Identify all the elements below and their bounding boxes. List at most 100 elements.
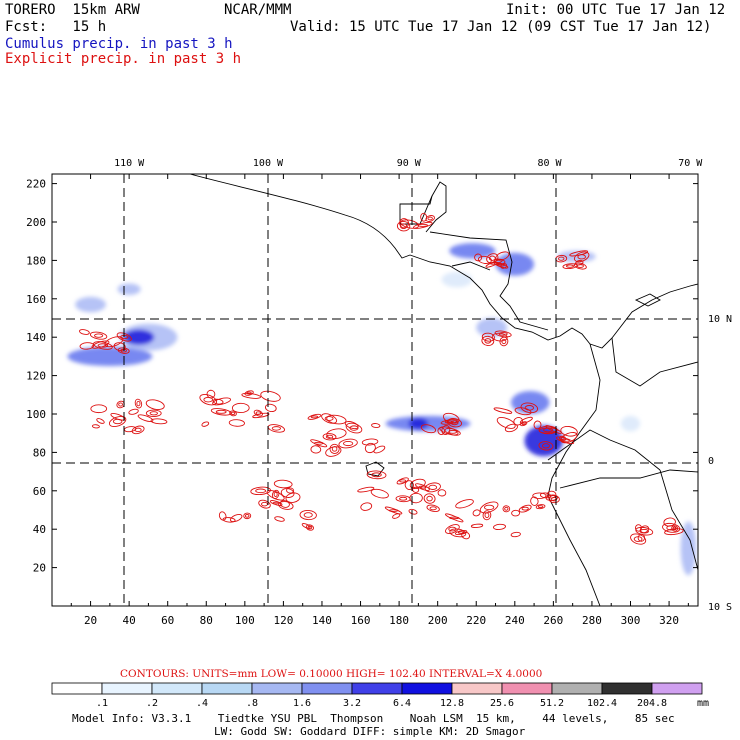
explicit-cluster-15 — [396, 212, 435, 232]
plot-background — [52, 174, 698, 606]
explicit-cluster-0 — [79, 329, 132, 354]
cumulus-area-2 — [123, 329, 155, 345]
y-tick-label: 160 — [26, 293, 46, 306]
explicit-cluster-7 — [518, 490, 560, 513]
longitude-label: 70 W — [678, 158, 703, 169]
cumulus-area-11 — [441, 271, 473, 288]
axis-labels: 20 40 60 80 100 120 140 160 180 200 220 240 260 280 30… — [26, 158, 732, 627]
cumulus-area-14 — [620, 415, 641, 432]
latitude-label: 10 N — [708, 314, 732, 325]
cumulus-area-4 — [117, 283, 141, 295]
coastline-mexico — [189, 174, 411, 259]
y-tick-label: 200 — [26, 216, 46, 229]
colorbar-swatch — [501, 682, 553, 695]
explicit-cluster-8 — [218, 479, 317, 531]
coastline-south-america-west — [547, 343, 601, 606]
x-tick-label: 220 — [466, 614, 486, 627]
explicit-cluster-1 — [90, 398, 168, 435]
y-tick-label: 180 — [26, 254, 46, 267]
island-caribbean — [634, 293, 661, 307]
coastline-caribbean — [429, 231, 549, 331]
x-tick-label: 80 — [200, 614, 213, 627]
colorbar-swatch — [351, 682, 403, 695]
border-peru — [559, 469, 698, 489]
physics-info: LW: Godd SW: Goddard DIFF: simple KM: 2D… — [214, 725, 526, 738]
colorbar-swatch — [301, 682, 353, 695]
x-tick-label: 120 — [273, 614, 293, 627]
colorbar-label: .8 — [246, 698, 258, 709]
colorbar-swatch — [601, 682, 653, 695]
cumulus-area-9 — [449, 243, 496, 259]
explicit-cluster-12 — [474, 251, 510, 269]
colorbar-label: 6.4 — [393, 698, 411, 709]
legend-explicit: Explicit precip. in past 3 h — [5, 51, 242, 67]
x-tick-label: 320 — [659, 614, 679, 627]
x-tick-label: 160 — [351, 614, 371, 627]
colorbar-swatch — [151, 682, 203, 695]
cumulus-area-6 — [408, 417, 429, 430]
explicit-precip-layer — [79, 212, 684, 545]
x-tick-label: 200 — [428, 614, 448, 627]
colorbar-swatch — [101, 682, 153, 695]
colorbar-label: .4 — [196, 698, 208, 709]
org-name: NCAR/MMM — [224, 2, 292, 18]
longitude-label: 90 W — [397, 158, 422, 169]
x-tick-label: 40 — [123, 614, 136, 627]
init-time: Init: 00 UTC Tue 17 Jan 12 — [506, 2, 726, 18]
coastline-colombia-north — [589, 283, 698, 349]
explicit-cluster-9 — [357, 470, 447, 519]
y-tick-label: 120 — [26, 370, 46, 383]
colorbar-swatch — [451, 682, 503, 695]
lat-lon-grid — [52, 174, 698, 606]
colorbar-swatch — [51, 682, 103, 695]
explicit-cluster-13 — [555, 250, 590, 270]
colorbar-label: 3.2 — [343, 698, 361, 709]
x-tick-label: 260 — [543, 614, 563, 627]
colorbar-label: 1.6 — [293, 698, 311, 709]
longitude-label: 80 W — [537, 158, 562, 169]
border-colombia-venezuela — [611, 337, 698, 387]
y-tick-label: 80 — [33, 446, 46, 459]
explicit-cluster-10 — [445, 499, 521, 540]
cumulus-area-15 — [680, 521, 697, 576]
colorbar-label: .2 — [146, 698, 158, 709]
cumulus-area-0 — [67, 346, 153, 366]
colorbar-label: 25.6 — [490, 698, 514, 709]
longitude-label: 110 W — [114, 158, 145, 169]
model-name: TORERO 15km ARW — [5, 2, 140, 18]
longitude-label: 100 W — [253, 158, 284, 169]
x-tick-label: 280 — [582, 614, 602, 627]
x-tick-label: 140 — [312, 614, 332, 627]
y-tick-label: 100 — [26, 408, 46, 421]
border-brazil — [659, 469, 698, 571]
colorbar-unit: mm — [697, 698, 709, 709]
explicit-cluster-14 — [481, 330, 512, 347]
x-tick-label: 60 — [161, 614, 174, 627]
colorbar-swatch — [251, 682, 303, 695]
latitude-label: 0 — [708, 456, 714, 467]
y-tick-label: 40 — [33, 523, 46, 536]
coastline-yucatan — [400, 181, 447, 233]
cumulus-area-8 — [510, 390, 550, 415]
model-info: Model Info: V3.3.1 Tiedtke YSU PBL Thomp… — [72, 712, 675, 725]
explicit-cluster-11 — [630, 517, 684, 545]
cumulus-area-12 — [476, 318, 508, 338]
coastlines — [189, 174, 698, 606]
coastline-central-america — [409, 254, 591, 345]
explicit-cluster-2 — [199, 389, 286, 433]
valid-time: Valid: 15 UTC Tue 17 Jan 12 (09 CST Tue … — [290, 19, 712, 35]
contours-info: CONTOURS: UNITS=mm LOW= 0.10000 HIGH= 10… — [120, 668, 542, 680]
explicit-cluster-3 — [307, 413, 386, 457]
plot-frame — [51, 173, 699, 607]
cumulus-area-3 — [75, 296, 106, 313]
colorbar-swatch — [201, 682, 253, 695]
x-tick-label: 100 — [235, 614, 255, 627]
border-ecuador — [547, 429, 661, 471]
colorbar-label: .1 — [96, 698, 108, 709]
forecast-hour: Fcst: 15 h — [5, 19, 107, 35]
latitude-label: 10 S — [708, 602, 732, 613]
y-tick-label: 60 — [33, 485, 46, 498]
y-tick-label: 220 — [26, 178, 46, 191]
colorbar: .1 .2 .4 .8 1.6 3.2 6.4 12.8 25.6 51.2 102.4 204.8 m… — [51, 682, 709, 709]
